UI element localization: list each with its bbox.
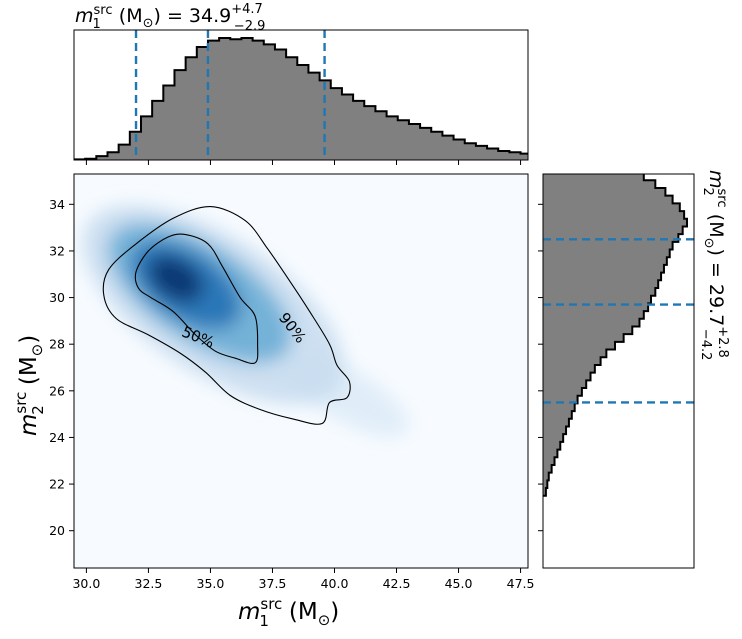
contour-line <box>134 233 259 364</box>
m1-quantile-lines <box>134 30 326 160</box>
y-axis-label: msrc2(M⊙) <box>12 335 47 436</box>
y-tick-label: 24 <box>49 430 65 445</box>
m2-histogram-title: msrc2(M⊙) = 29.7+2.8−4.2 <box>698 170 730 360</box>
density-level <box>148 255 204 303</box>
x-axis-label: msrc 1 (M⊙) <box>238 595 339 630</box>
joint-panel-frame <box>73 173 529 569</box>
y-axis-ticks: 20 22 24 26 28 30 32 34 <box>49 197 74 538</box>
x-tick-label: 37.5 <box>259 576 287 591</box>
m2-histogram-panel: msrc2(M⊙) = 29.7+2.8−4.2 <box>538 170 730 569</box>
m2-histogram-ticks <box>538 203 543 532</box>
y-tick-label: 20 <box>49 523 65 538</box>
m2-histogram-frame <box>542 173 695 569</box>
x-tick-label: 30.0 <box>72 576 100 591</box>
y-tick-label: 32 <box>49 243 65 258</box>
m2-histogram-bars <box>543 174 687 496</box>
m1-histogram-outline <box>74 37 528 160</box>
y-tick-label: 28 <box>49 337 65 352</box>
joint-density-panel: 50% 90% 30.0 32.5 35.0 37.5 40.0 42.5 45.0 47.5 … <box>12 173 534 630</box>
m1-histogram-panel: msrc 1 (M⊙) = 34.9+4.7 −2.9 <box>73 2 529 165</box>
x-tick-label: 32.5 <box>135 576 163 591</box>
contour-line <box>102 206 351 425</box>
x-tick-label: 42.5 <box>383 576 411 591</box>
m2-histogram-outline <box>543 174 688 497</box>
x-tick-label: 47.5 <box>507 576 535 591</box>
m1-histogram-title: msrc 1 (M⊙) = 34.9+4.7 −2.9 <box>75 2 265 34</box>
y-tick-label: 34 <box>49 197 65 212</box>
density-heatmap <box>82 205 409 438</box>
y-tick-label: 26 <box>49 383 65 398</box>
y-tick-label: 22 <box>49 477 65 492</box>
x-axis-ticks: 30.0 32.5 35.0 37.5 40.0 42.5 45.0 47.5 <box>72 568 534 591</box>
m1-histogram-ticks <box>85 160 522 165</box>
x-tick-label: 35.0 <box>197 576 225 591</box>
m1-histogram-frame <box>73 29 529 161</box>
m1-histogram-bars <box>74 38 528 160</box>
y-tick-label: 30 <box>49 290 65 305</box>
density-tail <box>284 353 409 438</box>
x-tick-label: 45.0 <box>445 576 473 591</box>
x-tick-label: 40.0 <box>321 576 349 591</box>
